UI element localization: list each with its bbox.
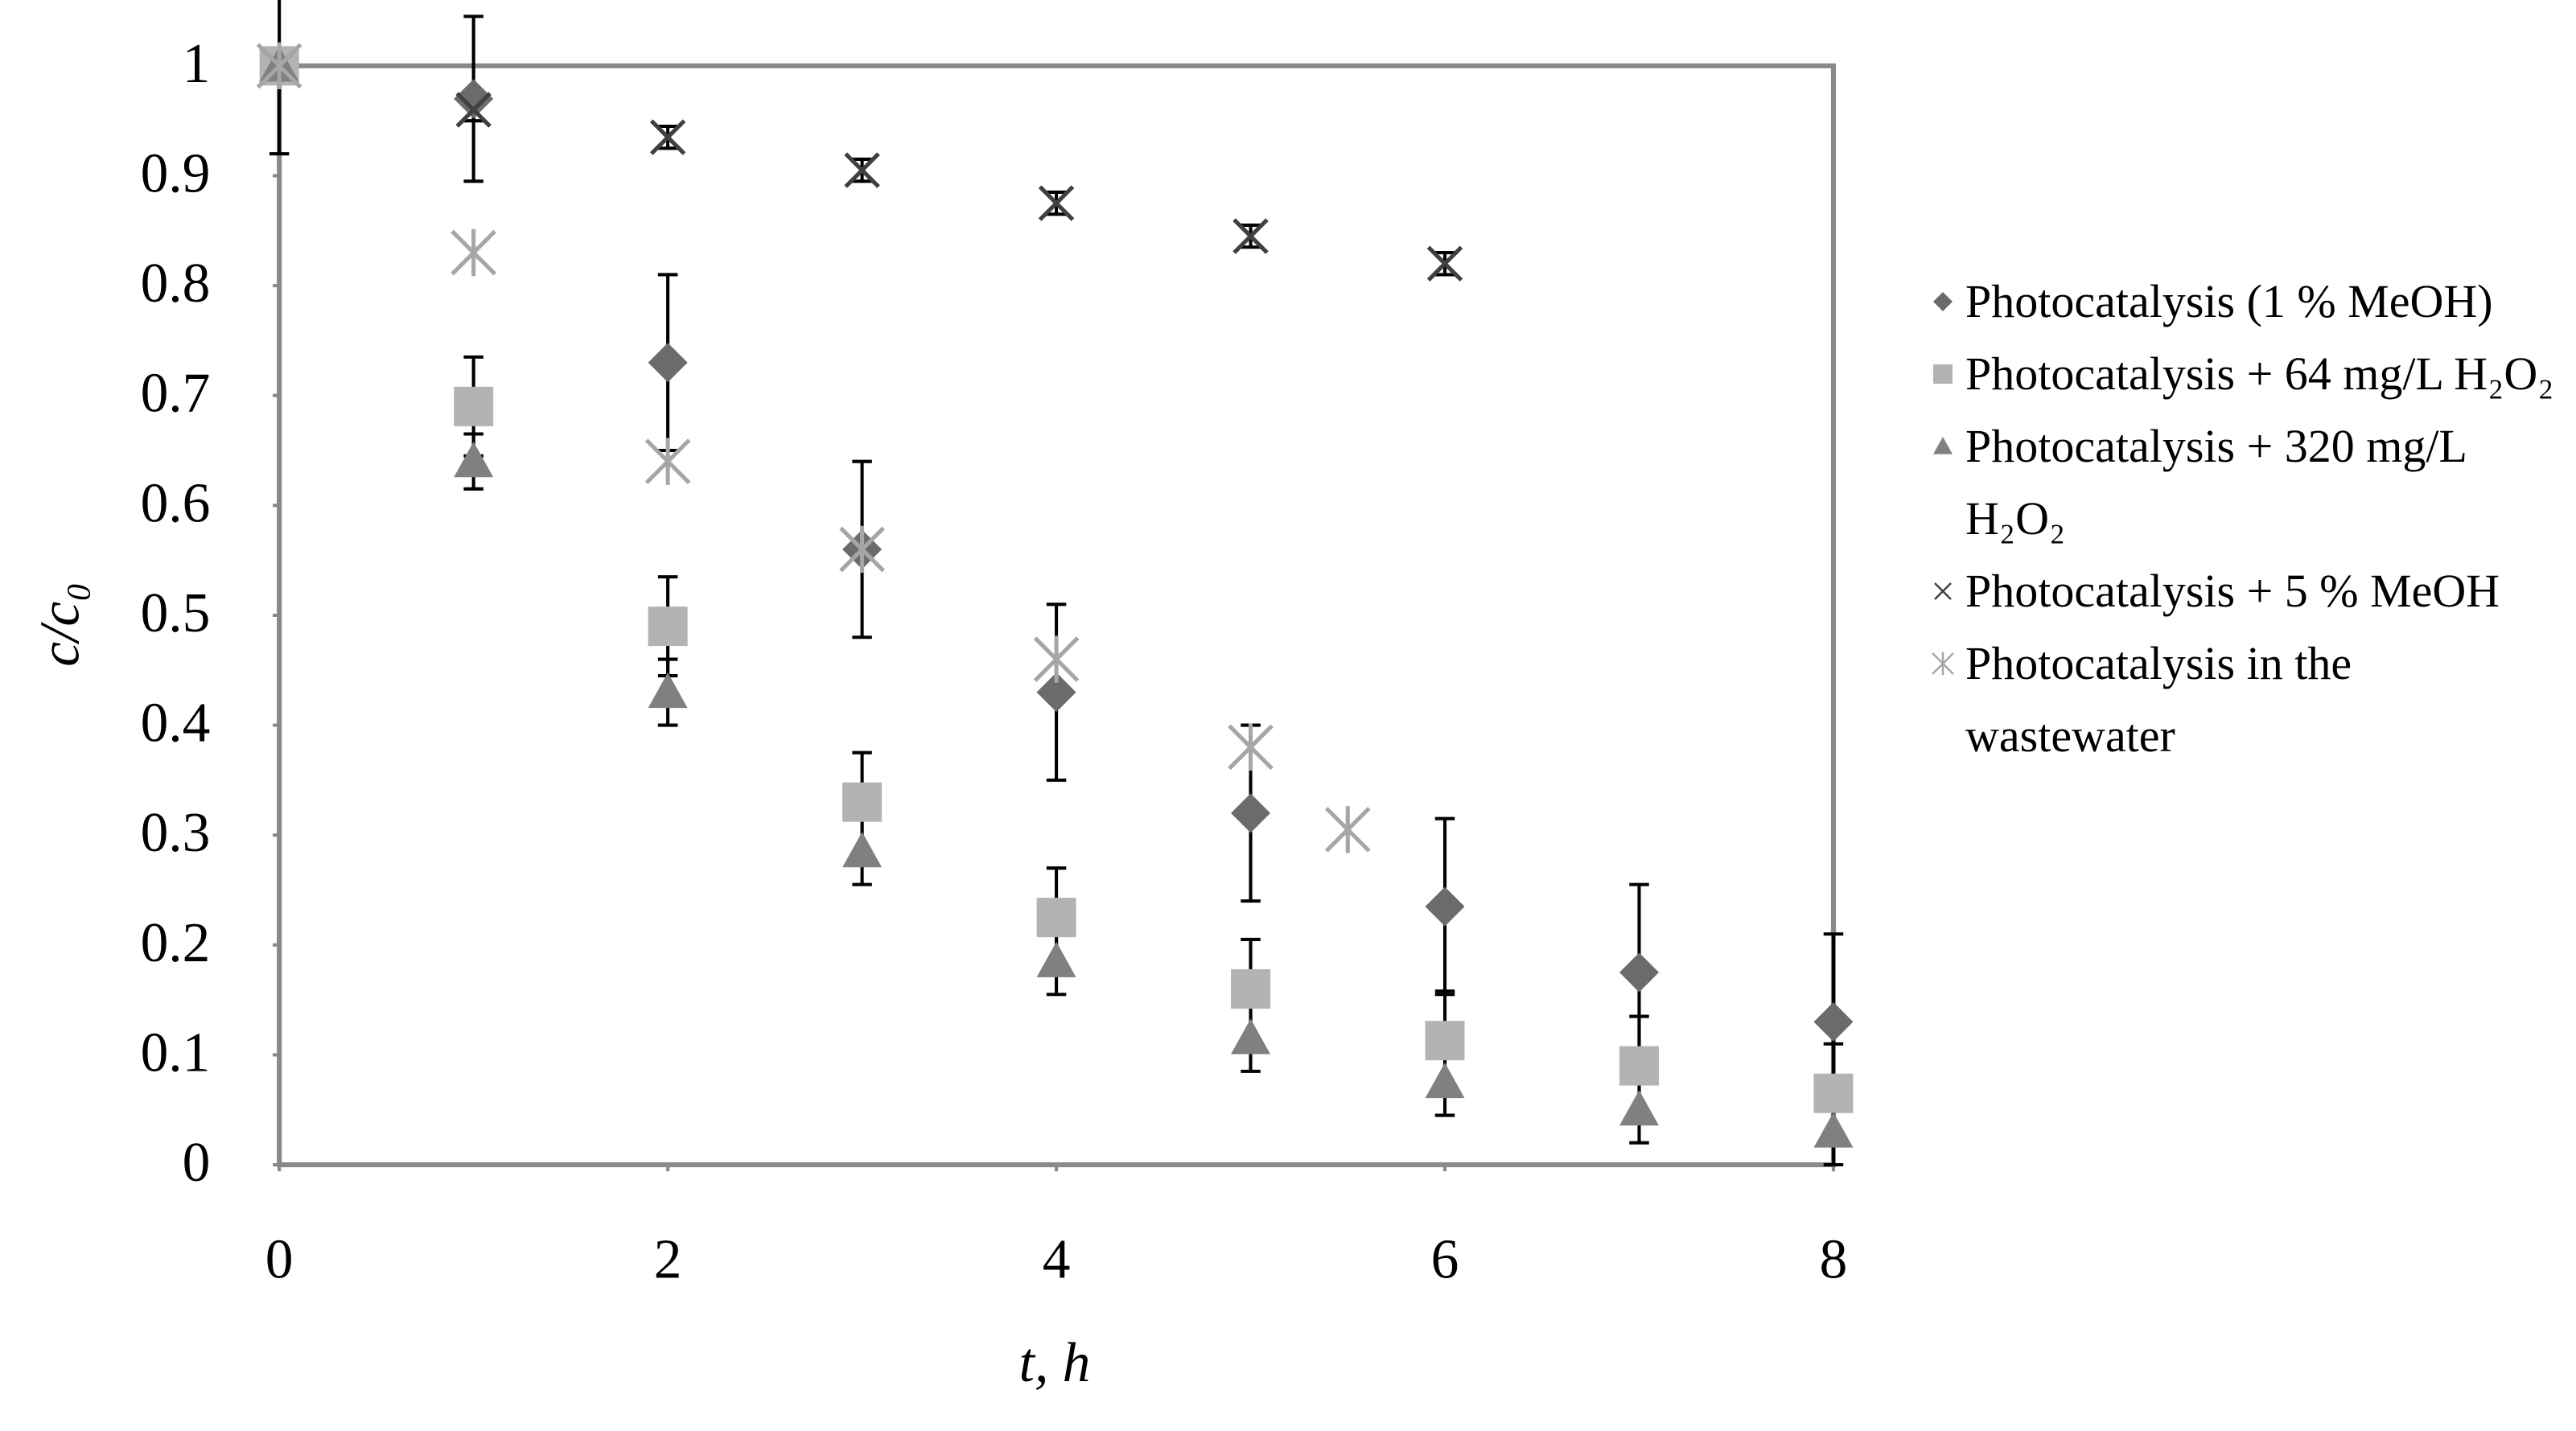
y-tick-label: 1 <box>183 33 211 95</box>
legend-item: Photocatalysis + 320 mg/L H₂O₂ <box>1927 410 2570 555</box>
marker <box>842 782 883 822</box>
marker <box>454 79 494 119</box>
marker <box>1813 1001 1854 1042</box>
marker <box>455 92 492 128</box>
y-tick-label: 0.2 <box>141 912 211 974</box>
marker <box>1036 672 1076 713</box>
marker <box>644 438 691 485</box>
marker <box>648 607 688 647</box>
marker <box>1228 723 1274 771</box>
marker <box>1813 1073 1854 1113</box>
legend-icon <box>1934 582 1952 600</box>
y-tick-label: 0.3 <box>141 802 211 864</box>
y-tick-label: 0.4 <box>141 693 211 755</box>
marker <box>1426 245 1463 282</box>
legend-label: Photocatalysis + 320 mg/L H₂O₂ <box>1965 420 2466 545</box>
legend-item: Photocatalysis (1 % MeOH) <box>1927 265 2570 338</box>
legend-marker <box>1934 582 1952 600</box>
y-tick-label: 0 <box>183 1132 211 1194</box>
y-tick-label: 0.1 <box>141 1022 211 1084</box>
legend-marker <box>1932 652 1954 676</box>
marker <box>1425 1063 1465 1099</box>
x-tick-label: 4 <box>1043 1229 1071 1291</box>
legend-item: Photocatalysis + 5 % MeOH <box>1927 555 2570 627</box>
marker <box>1231 793 1271 833</box>
marker <box>454 386 494 426</box>
marker <box>256 42 302 90</box>
marker <box>1038 185 1075 221</box>
marker <box>648 343 688 383</box>
marker <box>1324 806 1371 853</box>
marker <box>451 228 496 277</box>
legend-icon <box>1933 364 1953 384</box>
y-tick-label: 0.9 <box>141 142 211 204</box>
legend-label: Photocatalysis in the wastewater <box>1965 637 2352 762</box>
legend: Photocatalysis (1 % MeOH) Photocatalysis … <box>1927 265 2570 772</box>
y-tick-label: 0.6 <box>141 472 211 534</box>
marker <box>454 442 494 478</box>
marker <box>1033 635 1080 683</box>
legend-icon <box>1933 437 1953 454</box>
marker <box>1036 941 1076 977</box>
x-tick-label: 2 <box>654 1229 682 1291</box>
legend-icon <box>1932 652 1954 676</box>
marker <box>1425 1021 1465 1061</box>
legend-label: Photocatalysis (1 % MeOH) <box>1965 275 2493 327</box>
marker <box>1425 886 1465 927</box>
y-tick-label: 0.5 <box>141 582 211 644</box>
legend-marker <box>1933 364 1953 384</box>
marker <box>648 672 688 709</box>
marker <box>1619 1090 1660 1126</box>
legend-marker <box>1933 292 1953 311</box>
marker <box>1231 968 1271 1009</box>
x-tick-label: 8 <box>1820 1229 1848 1291</box>
marker <box>1231 1018 1271 1055</box>
legend-icon <box>1933 292 1953 311</box>
legend-item: Photocatalysis + 64 mg/L H₂O₂ <box>1927 338 2570 410</box>
marker <box>1619 1046 1660 1086</box>
marker <box>1619 952 1660 993</box>
marker <box>839 525 885 574</box>
marker <box>842 832 883 868</box>
marker <box>1232 218 1269 254</box>
legend-item: Photocatalysis in the wastewater <box>1927 627 2570 772</box>
x-tick-label: 6 <box>1431 1229 1459 1291</box>
legend-marker <box>1933 437 1953 454</box>
marker <box>649 119 686 155</box>
x-tick-label: 0 <box>265 1229 294 1291</box>
y-axis-label: c/c₀ <box>30 582 92 667</box>
legend-label: Photocatalysis + 64 mg/L H₂O₂ <box>1965 347 2554 400</box>
marker <box>844 152 880 188</box>
x-axis-label: t, h <box>1019 1332 1091 1394</box>
legend-label: Photocatalysis + 5 % MeOH <box>1965 565 2500 617</box>
y-tick-label: 0.7 <box>141 363 211 425</box>
y-tick-label: 0.8 <box>141 253 211 315</box>
marker <box>1036 898 1076 938</box>
marker <box>1813 1112 1854 1148</box>
